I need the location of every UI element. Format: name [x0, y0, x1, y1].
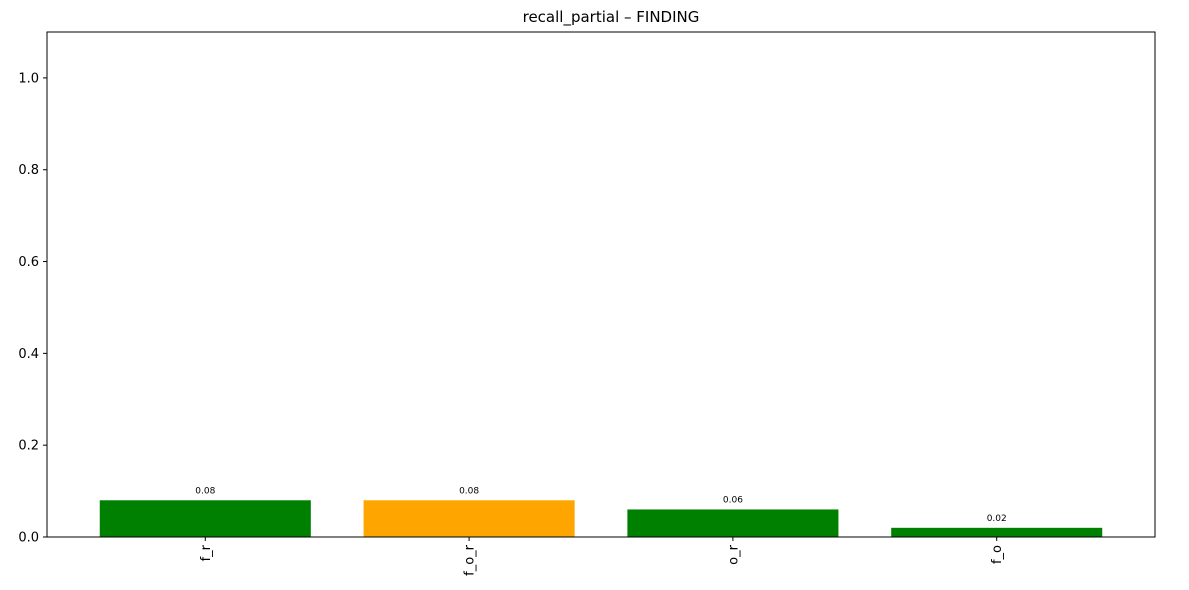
chart-title: recall_partial – FINDING — [523, 8, 700, 27]
x-tick-label: f_o — [990, 545, 1005, 564]
x-tick-label: o_r — [726, 544, 741, 564]
x-tick-label: f_r — [199, 544, 214, 561]
bars-group — [99, 500, 1103, 537]
bar-o-r — [627, 509, 839, 537]
y-tick-label: 0.6 — [18, 255, 39, 270]
bar-value-label: 0.02 — [987, 514, 1007, 524]
y-tick-label: 0.0 — [18, 531, 39, 546]
y-tick-label: 0.4 — [18, 347, 39, 362]
y-tick-label: 1.0 — [18, 71, 39, 86]
y-axis: 0.0 0.2 0.4 0.6 0.8 1.0 — [18, 71, 47, 546]
x-tick-label: f_o_r — [463, 544, 478, 576]
y-tick-label: 0.2 — [18, 439, 39, 454]
bar-value-label: 0.06 — [723, 495, 743, 505]
bar-value-label: 0.08 — [459, 486, 479, 496]
bar-f-r — [99, 500, 311, 537]
plot-area-frame — [46, 31, 1156, 538]
bar-f-o — [891, 527, 1103, 537]
value-labels-group: 0.08 0.08 0.06 0.02 — [195, 486, 1006, 524]
x-axis: f_r f_o_r o_r f_o — [199, 537, 1005, 576]
bar-value-label: 0.08 — [195, 486, 215, 496]
bar-f-o-r — [363, 500, 575, 537]
y-tick-label: 0.8 — [18, 163, 39, 178]
